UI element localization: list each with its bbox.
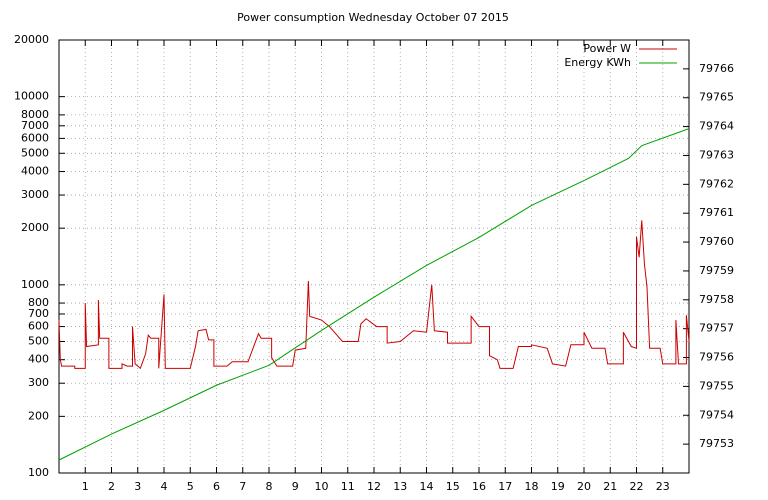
x-tick-label: 21 (603, 480, 617, 493)
x-tick-label: 8 (266, 480, 273, 493)
y2-tick-label: 79756 (699, 351, 734, 364)
y-tick-label: 6000 (21, 131, 49, 144)
x-tick-label: 3 (134, 480, 141, 493)
y2-tick-label: 79762 (699, 177, 734, 190)
y-tick-label: 800 (28, 296, 49, 309)
y-tick-label: 500 (28, 334, 49, 347)
x-tick-label: 19 (551, 480, 565, 493)
y-tick-label: 5000 (21, 146, 49, 159)
chart-title: Power consumption Wednesday October 07 2… (237, 11, 509, 24)
y-tick-label: 300 (28, 376, 49, 389)
x-tick-label: 17 (498, 480, 512, 493)
y2-tick-label: 79760 (699, 235, 734, 248)
y-tick-label: 200 (28, 409, 49, 422)
series-line (58, 128, 690, 461)
y-tick-label: 600 (28, 320, 49, 333)
x-tick-label: 23 (656, 480, 670, 493)
y-tick-label: 4000 (21, 165, 49, 178)
y2-tick-label: 79766 (699, 62, 734, 75)
x-tick-label: 10 (315, 480, 329, 493)
x-tick-label: 11 (341, 480, 355, 493)
x-tick-label: 4 (161, 480, 168, 493)
x-tick-label: 12 (367, 480, 381, 493)
y-tick-label: 400 (28, 353, 49, 366)
y-tick-label: 1000 (21, 278, 49, 291)
y-tick-label: 700 (28, 307, 49, 320)
x-tick-label: 20 (577, 480, 591, 493)
series-line (58, 220, 690, 370)
y-tick-label: 7000 (21, 119, 49, 132)
y2-tick-label: 79761 (699, 206, 734, 219)
y2-tick-label: 79763 (699, 148, 734, 161)
plot-border (58, 39, 690, 474)
x-tick-label: 7 (239, 480, 246, 493)
legend-label: Energy KWh (564, 56, 631, 69)
y2-tick-label: 79764 (699, 120, 734, 133)
y2-tick-label: 79753 (699, 437, 734, 450)
x-tick-label: 1 (82, 480, 89, 493)
y-tick-label: 20000 (14, 33, 49, 46)
x-tick-label: 6 (213, 480, 220, 493)
y-tick-label: 2000 (21, 221, 49, 234)
y-tick-label: 3000 (21, 188, 49, 201)
x-tick-label: 13 (393, 480, 407, 493)
x-tick-label: 2 (108, 480, 115, 493)
y-tick-label: 10000 (14, 90, 49, 103)
x-tick-label: 16 (472, 480, 486, 493)
y2-tick-label: 79765 (699, 91, 734, 104)
x-tick-label: 15 (446, 480, 460, 493)
y2-tick-label: 79757 (699, 322, 734, 335)
y-tick-label: 8000 (21, 108, 49, 121)
x-tick-label: 22 (630, 480, 644, 493)
y2-tick-label: 79759 (699, 264, 734, 277)
y2-tick-label: 79758 (699, 293, 734, 306)
y2-tick-label: 79755 (699, 379, 734, 392)
x-tick-label: 14 (420, 480, 434, 493)
legend-label: Power W (583, 42, 631, 55)
x-tick-label: 5 (187, 480, 194, 493)
y2-tick-label: 79754 (699, 408, 734, 421)
x-tick-label: 9 (292, 480, 299, 493)
x-tick-label: 18 (525, 480, 539, 493)
y-tick-label: 100 (28, 466, 49, 479)
